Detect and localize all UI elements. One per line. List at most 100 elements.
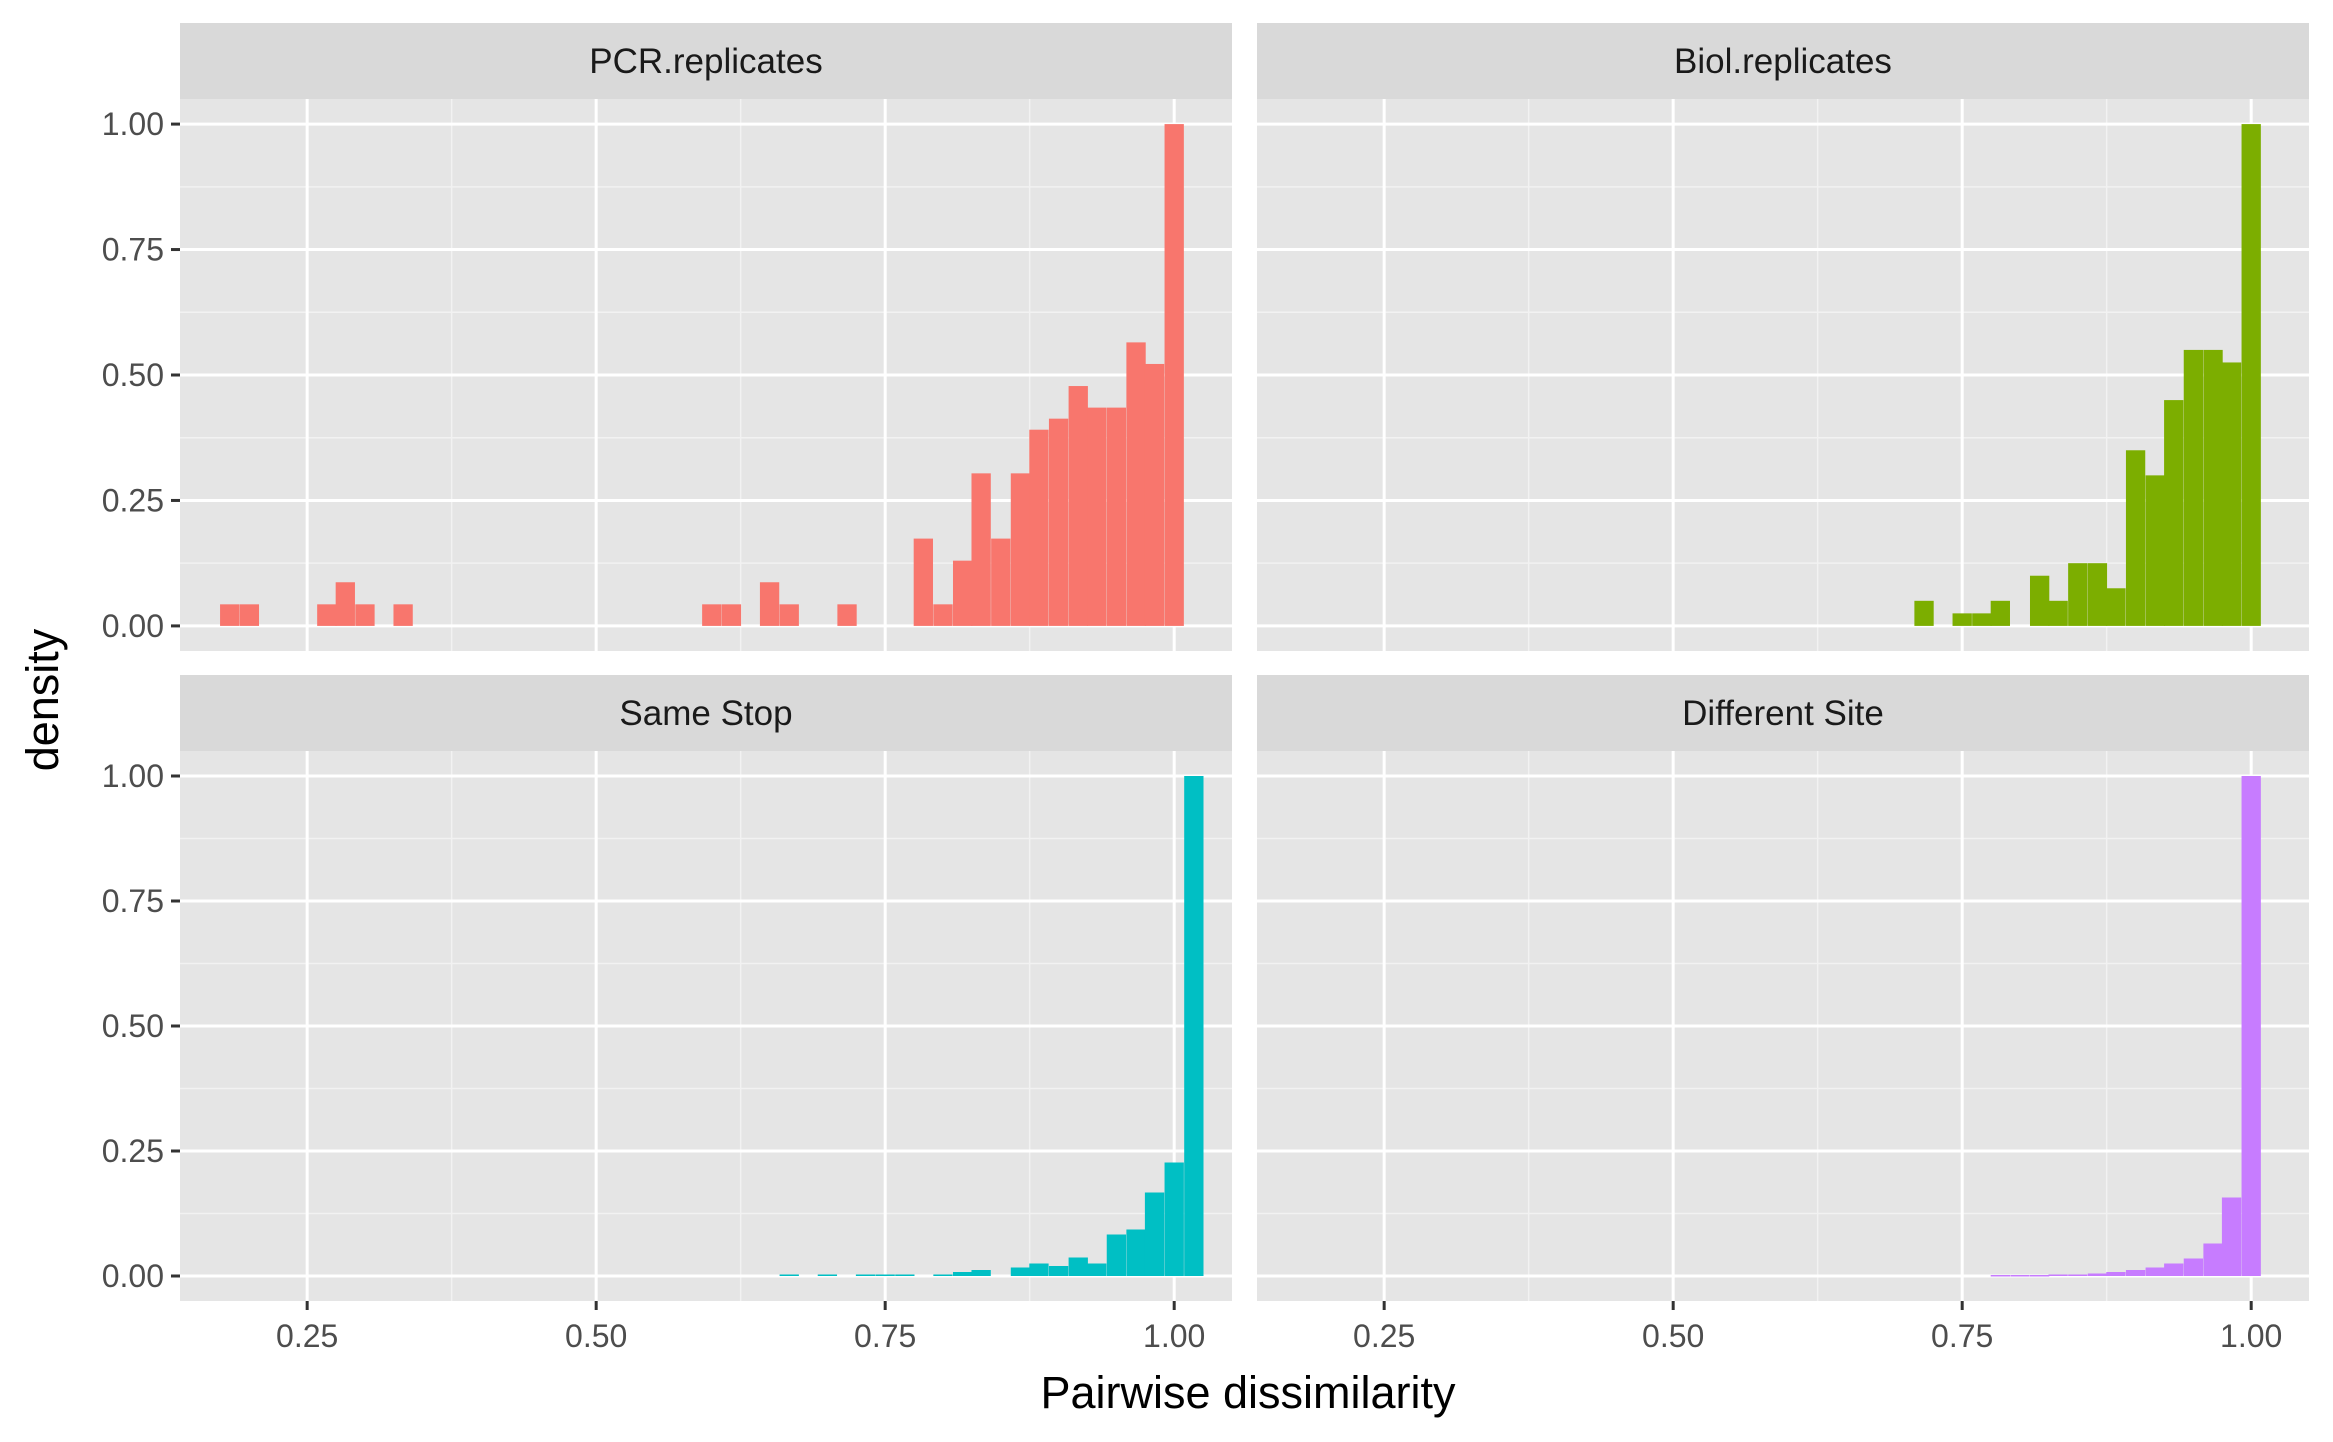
x-tick-label: 0.25 [1353, 1318, 1415, 1354]
histogram-bar [779, 1274, 799, 1276]
x-tick-label: 0.50 [1642, 1318, 1704, 1354]
facet-title: PCR.replicates [589, 42, 822, 81]
histogram-bar [817, 1274, 838, 1276]
histogram-bar [2029, 575, 2050, 626]
histogram-bar [2164, 1263, 2184, 1276]
facet-panel: Different Site 0.25 0.50 0.75 1.00 [1257, 675, 2309, 1354]
facet-panel: PCR.replicates 0.00 0.25 0.50 0.75 1.00 [102, 23, 1232, 651]
histogram-bar [1087, 1263, 1107, 1276]
histogram-bar [2221, 1197, 2242, 1276]
histogram-bar [2164, 400, 2184, 626]
y-tick-label: 0.25 [102, 482, 164, 518]
y-tick-label: 0.00 [102, 1258, 164, 1294]
facet-strip [180, 675, 1232, 751]
histogram-bar [1126, 1229, 1146, 1276]
histogram-bar [971, 473, 991, 626]
histogram-bar [913, 538, 933, 626]
histogram-bar [933, 604, 953, 626]
histogram-bar [1068, 386, 1088, 626]
histogram-bar [1106, 1234, 1127, 1276]
x-tick-label: 0.75 [854, 1318, 916, 1354]
histogram-bar [779, 604, 799, 626]
facet-title: Same Stop [619, 694, 792, 733]
histogram-bar [393, 604, 413, 626]
histogram-bar [1048, 418, 1069, 626]
histogram-bar [335, 582, 355, 626]
facet-panel: Same Stop 0.00 0.25 0.50 0.75 1.00 0.25 0.50 0.7… [102, 675, 1232, 1354]
y-tick-label: 0.50 [102, 357, 164, 393]
histogram-bar [759, 582, 780, 626]
x-tick-label: 0.50 [565, 1318, 627, 1354]
x-axis-title: Pairwise dissimilarity [1040, 1367, 1456, 1418]
histogram-bar [971, 1270, 991, 1276]
histogram-bar [1144, 363, 1165, 626]
histogram-bar [1972, 613, 1992, 626]
histogram-bar [2221, 362, 2242, 626]
histogram-bar [2203, 349, 2223, 626]
histogram-bar [991, 538, 1011, 626]
histogram-bar [2183, 349, 2204, 626]
facet-title: Different Site [1682, 694, 1884, 733]
histogram-bar [2145, 1267, 2165, 1276]
histogram-bar [721, 604, 742, 626]
histogram-bar [1914, 600, 1934, 626]
histogram-bar [1990, 1275, 2010, 1277]
histogram-bar [1990, 600, 2010, 626]
histogram-bar [1048, 1266, 1069, 1276]
y-tick-label: 0.25 [102, 1133, 164, 1169]
histogram-bar [1184, 776, 1204, 1276]
histogram-bar [952, 1272, 973, 1276]
histogram-bar [1029, 429, 1049, 626]
histogram-bar [2010, 1275, 2030, 1277]
histogram-bar [2068, 563, 2088, 626]
histogram-bar [2203, 1243, 2223, 1276]
histogram-bar [1106, 407, 1127, 626]
histogram-bar [2241, 776, 2261, 1276]
histogram-bar [1029, 1263, 1049, 1276]
histogram-bar [1164, 1162, 1184, 1276]
x-tick-label: 1.00 [2220, 1318, 2282, 1354]
histogram-bar [2048, 600, 2068, 626]
y-tick-label: 0.50 [102, 1008, 164, 1044]
histogram-bar [2087, 1273, 2108, 1276]
histogram-bar [933, 1274, 953, 1276]
histogram-bar [1164, 124, 1184, 626]
histogram-bar [875, 1274, 895, 1276]
facet-strip [180, 23, 1232, 99]
histogram-bar [2145, 475, 2165, 626]
histogram-bar [317, 604, 337, 626]
histogram-bar [2106, 588, 2126, 626]
y-tick-label: 1.00 [102, 758, 164, 794]
x-tick-label: 1.00 [1143, 1318, 1205, 1354]
y-tick-label: 0.00 [102, 608, 164, 644]
y-tick-label: 1.00 [102, 106, 164, 142]
histogram-bar [2106, 1272, 2126, 1276]
x-tick-label: 0.75 [1931, 1318, 1993, 1354]
facet-strip [1257, 23, 2309, 99]
y-tick-label: 0.75 [102, 883, 164, 919]
histogram-bar [2241, 124, 2261, 626]
histogram-bar [2183, 1258, 2204, 1276]
histogram-bar [2029, 1275, 2050, 1277]
facet-panel: Biol.replicates [1257, 23, 2309, 651]
histogram-bar [1010, 473, 1031, 626]
histogram-bar [855, 1274, 876, 1276]
y-tick-label: 0.75 [102, 232, 164, 268]
histogram-bar [239, 604, 260, 626]
histogram-bar [837, 604, 857, 626]
facet-panels: PCR.replicates 0.00 0.25 0.50 0.75 1.00 Biol.r… [102, 23, 2309, 1354]
histogram-bar [2068, 1274, 2088, 1276]
histogram-bar [1144, 1192, 1165, 1276]
histogram-bar [2048, 1274, 2068, 1276]
histogram-bar [220, 604, 240, 626]
histogram-bar [702, 604, 722, 626]
histogram-bar [2087, 563, 2108, 626]
histogram-bar [355, 604, 375, 626]
facet-title: Biol.replicates [1674, 42, 1892, 81]
histogram-bar [1952, 613, 1972, 626]
facet-strip [1257, 675, 2309, 751]
histogram-bar [2125, 1270, 2146, 1276]
histogram-bar [1010, 1267, 1031, 1276]
y-axis-title: density [17, 628, 68, 771]
